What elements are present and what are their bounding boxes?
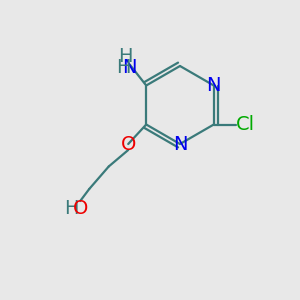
Text: O: O bbox=[121, 134, 136, 154]
Text: H: H bbox=[118, 47, 133, 67]
Text: N: N bbox=[122, 58, 137, 77]
Text: N: N bbox=[173, 134, 187, 154]
Text: H: H bbox=[116, 58, 131, 77]
Text: H: H bbox=[64, 199, 79, 218]
Text: Cl: Cl bbox=[236, 115, 255, 134]
Text: O: O bbox=[73, 199, 88, 218]
Text: N: N bbox=[206, 76, 221, 95]
